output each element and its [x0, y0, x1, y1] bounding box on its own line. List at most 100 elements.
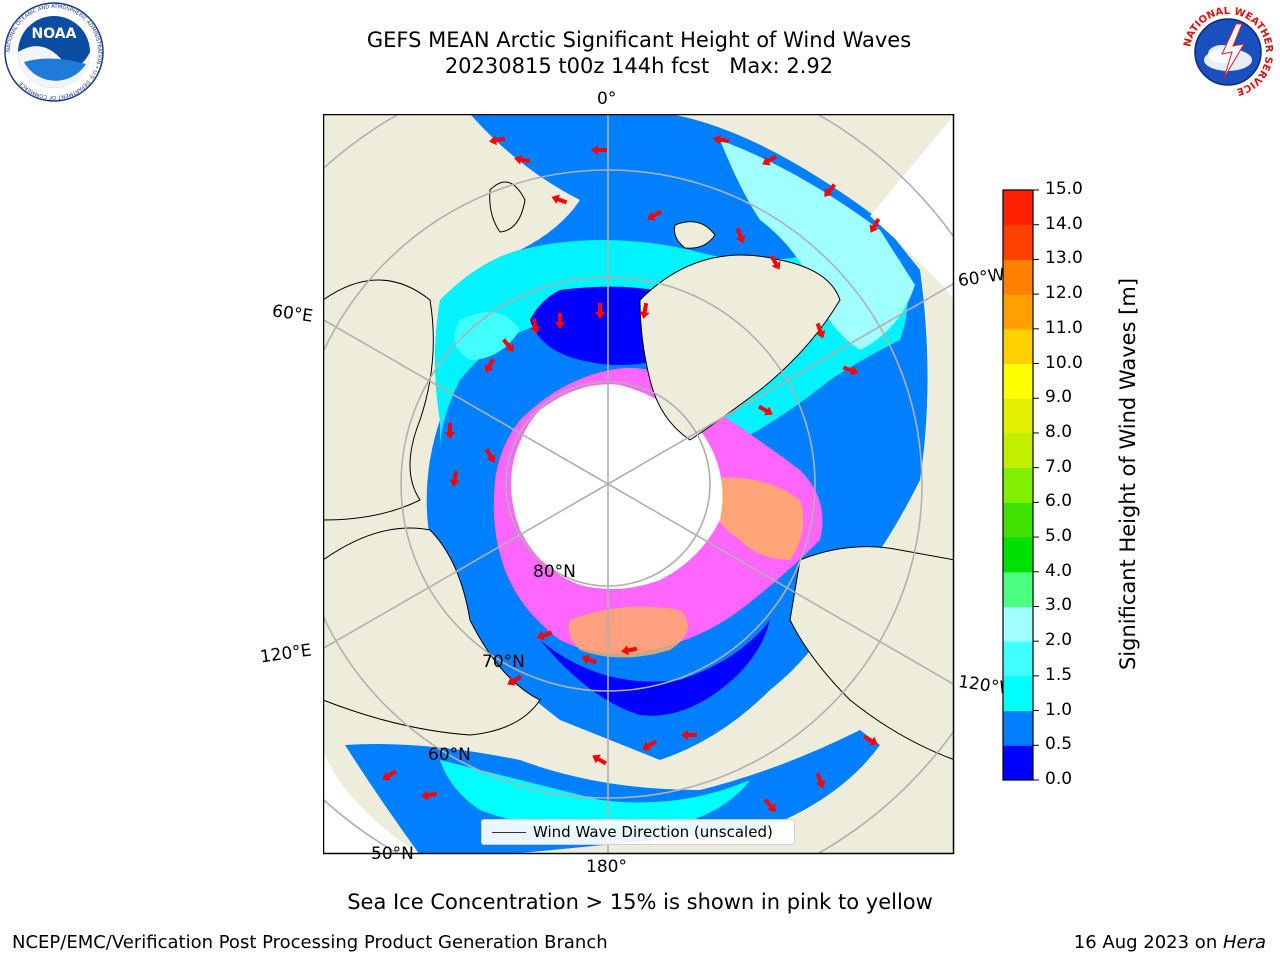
ocean-1-5 — [454, 312, 520, 360]
colorbar-tick-label: 3.0 — [1045, 595, 1073, 616]
colorbar-tick-label: 7.0 — [1045, 456, 1073, 477]
wind-arrow-icon — [842, 365, 859, 376]
scandinavia — [323, 279, 434, 521]
wind-arrow-icon — [530, 317, 541, 334]
colorbar-segment — [1003, 571, 1033, 607]
colorbar-segment — [1003, 259, 1033, 295]
gridline-lon-60e — [323, 318, 609, 485]
gridline-lon-120e — [323, 483, 609, 650]
colorbar-segment — [1003, 641, 1033, 677]
sea-ice-orange-east — [700, 477, 804, 560]
colorbar-label: Significant Height of Wind Waves [m] — [1116, 277, 1140, 671]
colorbar-segment — [1003, 294, 1033, 330]
wind-arrow-icon — [762, 154, 778, 166]
colorbar-segment — [1003, 606, 1033, 642]
credit-text: NCEP/EMC/Verification Post Processing Pr… — [12, 932, 608, 953]
svalbard — [489, 181, 526, 233]
ocean-atlantic-high — [440, 760, 750, 833]
colorbar-segment — [1003, 710, 1033, 746]
colorbar-tick-label: 15.0 — [1045, 179, 1083, 199]
colorbar-segment — [1003, 432, 1033, 469]
wind-arrow-icon — [815, 772, 826, 789]
wind-arrow-icon — [555, 313, 565, 329]
gridline-lon-120w — [607, 483, 954, 686]
wind-arrow-icon — [681, 730, 697, 740]
wind-arrow-icon — [763, 798, 776, 812]
noaa-logo: NOAA NATIONAL OCEANIC AND ATMOSPHERIC AD… — [4, 2, 104, 102]
wind-arrow-icon — [514, 154, 531, 165]
map-frame — [323, 114, 955, 855]
wind-arrow-icon — [713, 134, 730, 145]
ice-pack — [511, 384, 723, 589]
legend-line-icon — [492, 832, 526, 833]
date-text: 16 Aug 2023 on Hera — [1074, 932, 1266, 953]
colorbar-tick-label: 5.0 — [1045, 526, 1073, 547]
wind-arrow-icon — [581, 654, 598, 665]
colorbar-segment — [1003, 398, 1033, 434]
off-domain-ne — [870, 115, 954, 299]
wind-arrow-icon — [591, 145, 607, 155]
sea-ice-orange-south — [568, 606, 688, 658]
noaa-logo-text: NOAA — [32, 26, 77, 42]
wind-arrow-icon — [824, 183, 837, 197]
colorbar-segment — [1003, 467, 1033, 503]
lat-label-50: 50°N — [371, 844, 414, 864]
colorbar-segment — [1003, 745, 1033, 781]
host-name: Hera — [1222, 932, 1266, 953]
colorbar-segment — [1003, 328, 1033, 365]
chart-title: GEFS MEAN Arctic Significant Height of W… — [366, 28, 912, 52]
colorbar-tick-label: 0.5 — [1045, 734, 1073, 755]
colorbar-tick-label: 1.5 — [1045, 664, 1073, 685]
wind-arrow-icon — [862, 734, 878, 746]
wind-arrow-icon — [595, 303, 605, 319]
lat-label-70: 70°N — [482, 652, 525, 672]
lat-label-60: 60°N — [428, 745, 471, 765]
wind-arrow-icon — [507, 674, 523, 686]
map-legend: Wind Wave Direction (unscaled) — [481, 819, 795, 845]
colorbar-tick-label: 4.0 — [1045, 560, 1073, 581]
colorbar-tick-label: 14.0 — [1045, 213, 1083, 234]
lon-label-60e: 60°E — [270, 301, 315, 327]
colorbar-segment — [1003, 502, 1033, 538]
chart-subtitle: 20230815 t00z 144h fcst Max: 2.92 — [444, 54, 834, 78]
colorbar-segment — [1003, 190, 1033, 226]
wind-arrow-icon — [769, 254, 781, 270]
ocean-low-south — [540, 620, 770, 716]
date-value: 16 Aug 2023 on — [1073, 932, 1223, 953]
colorbar-segment — [1003, 675, 1033, 712]
colorbar-tick-label: 12.0 — [1045, 283, 1083, 304]
gridline-lon-60w — [607, 282, 954, 485]
lon-label-0: 0° — [597, 89, 617, 109]
iceland — [674, 221, 716, 249]
off-domain-sw — [323, 751, 418, 854]
lon-label-120e: 120°E — [258, 640, 313, 668]
wind-arrow-icon — [536, 630, 553, 641]
wind-arrow-icon — [551, 194, 568, 205]
wind-arrows — [382, 134, 881, 812]
wind-arrow-icon — [592, 754, 608, 766]
colorbar-tick-label: 1.0 — [1045, 699, 1073, 720]
colorbar — [1002, 189, 1039, 781]
wind-arrow-icon — [647, 209, 663, 221]
nws-logo: NATIONAL WEATHER SERVICE — [1180, 4, 1276, 100]
colorbar-tick-label: 6.0 — [1045, 491, 1073, 512]
colorbar-tick-label: 9.0 — [1045, 387, 1073, 408]
lon-label-180: 180° — [586, 857, 627, 877]
lat-label-80: 80°N — [533, 562, 576, 582]
wind-arrow-icon — [445, 423, 455, 439]
wind-arrow-icon — [501, 338, 514, 352]
colorbar-segment — [1003, 224, 1033, 260]
greenland — [639, 254, 841, 441]
wind-arrow-icon — [382, 769, 398, 781]
wind-arrow-icon — [484, 357, 496, 373]
colorbar-tick-label: 13.0 — [1045, 248, 1083, 269]
colorbar-tick-label: 2.0 — [1045, 630, 1073, 651]
legend-label: Wind Wave Direction (unscaled) — [533, 823, 773, 841]
colorbar-tick-label: 0.0 — [1045, 769, 1073, 789]
wind-arrow-icon — [484, 447, 496, 463]
wind-arrow-icon — [642, 739, 658, 751]
colorbar-frame — [1002, 189, 1034, 781]
map-panel — [323, 114, 955, 855]
wind-arrow-icon — [639, 302, 650, 319]
wind-arrow-icon — [757, 404, 773, 416]
